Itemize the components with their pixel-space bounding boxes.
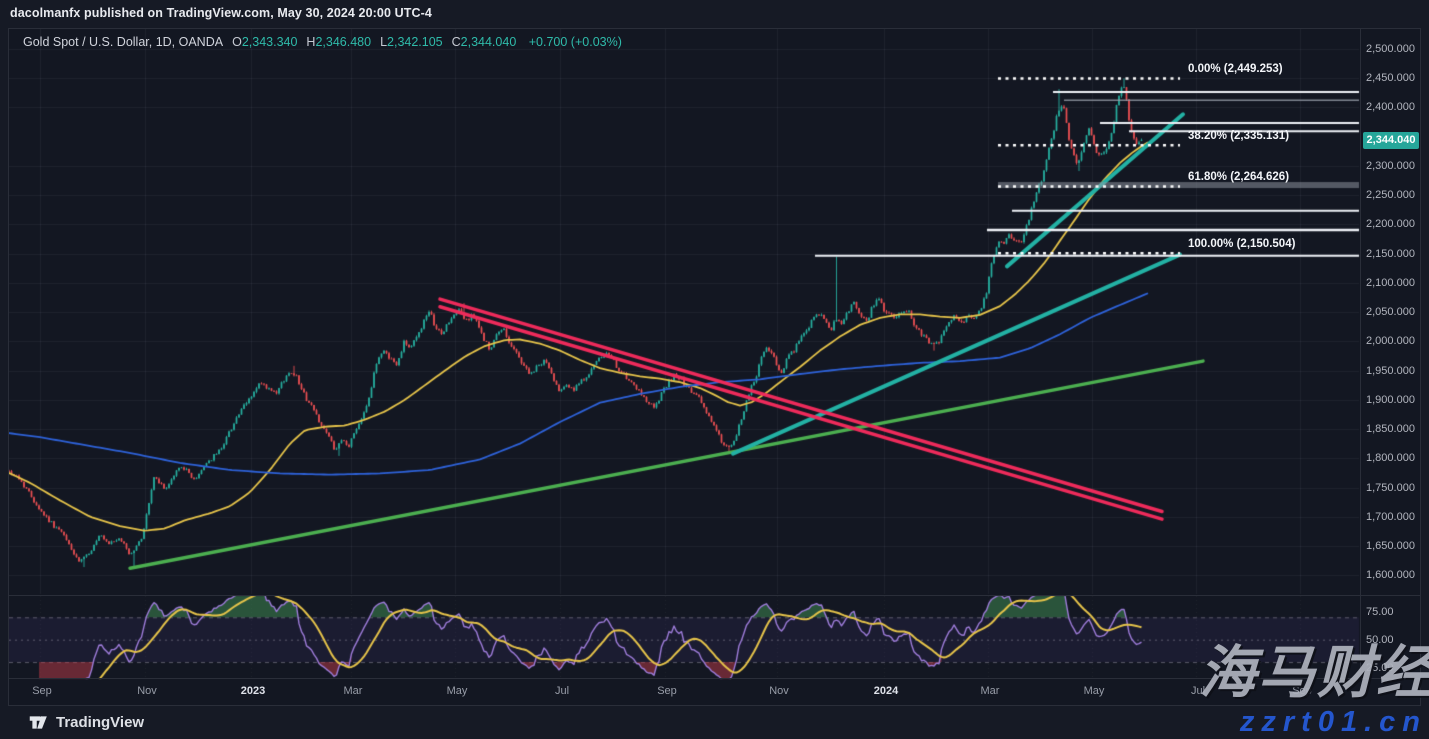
price-tick-label: 2,150.000 bbox=[1366, 247, 1415, 260]
time-tick-month: Sep bbox=[657, 685, 677, 697]
pane-separator[interactable] bbox=[9, 594, 1420, 596]
price-axis[interactable]: 2,344.040 2,500.000 2,450.000 2,400.000 2,3… bbox=[1360, 29, 1421, 679]
fib-level-label: 38.20% (2,335.131) bbox=[1188, 130, 1290, 143]
ohlc-close: C2,344.040 bbox=[451, 35, 517, 49]
time-tick-month: Sep bbox=[32, 685, 52, 697]
time-tick-month: Mar bbox=[980, 685, 1000, 697]
price-change: +0.700 (+0.03%) bbox=[528, 35, 622, 49]
rsi-tick-label: 25.00 bbox=[1366, 661, 1394, 674]
price-tick-label: 2,050.000 bbox=[1366, 306, 1415, 318]
fib-level-label: 61.80% (2,264.626) bbox=[1188, 171, 1290, 184]
time-tick-month: Mar bbox=[343, 685, 363, 697]
tradingview-icon bbox=[29, 716, 47, 729]
price-tick-label: 1,600.000 bbox=[1366, 569, 1415, 582]
ohlc-high: H2,346.480 bbox=[306, 35, 372, 49]
time-tick-month: Nov bbox=[769, 685, 789, 697]
chart-widget: Gold Spot / U.S. Dollar, 1D, OANDA O2,343… bbox=[8, 28, 1421, 706]
watermark-url: zzrt01.cn bbox=[1239, 706, 1427, 738]
symbol-title: Gold Spot / U.S. Dollar, 1D, OANDA bbox=[23, 35, 224, 49]
time-axis[interactable]: Sep Nov 2023 Mar May Jul Sep Nov 2024 Mar May Jul Se… bbox=[9, 678, 1420, 705]
price-tick-label: 1,850.000 bbox=[1366, 423, 1415, 435]
price-tick-label: 2,500.000 bbox=[1366, 42, 1415, 55]
price-tick-label: 1,750.000 bbox=[1366, 481, 1415, 494]
tradingview-logo[interactable]: TradingView bbox=[28, 712, 144, 733]
tradingview-logo-text: TradingView bbox=[56, 714, 145, 731]
price-tick-label: 2,200.000 bbox=[1366, 218, 1415, 231]
time-tick-month: May bbox=[446, 685, 468, 697]
price-tick-label: 2,300.000 bbox=[1366, 159, 1415, 172]
time-tick-month: Jul bbox=[554, 685, 570, 697]
price-tick-label: 2,100.000 bbox=[1366, 276, 1415, 289]
last-price-badge: 2,344.040 bbox=[1363, 131, 1419, 149]
time-tick-year: 2023 bbox=[240, 685, 266, 697]
fib-level-label: 100.00% (2,150.504) bbox=[1188, 238, 1296, 251]
time-tick-month: Jul bbox=[1190, 685, 1206, 697]
attribution-text: dacolmanfx published on TradingView.com,… bbox=[10, 6, 432, 20]
ohlc-low: L2,342.105 bbox=[380, 35, 443, 49]
price-chart-canvas[interactable] bbox=[9, 29, 1420, 705]
price-tick-label: 1,700.000 bbox=[1366, 510, 1415, 523]
price-tick-label: 2,250.000 bbox=[1366, 189, 1415, 201]
rsi-tick-label: 75.00 bbox=[1366, 605, 1394, 618]
time-tick-year: 2024 bbox=[873, 685, 899, 697]
price-tick-label: 2,450.000 bbox=[1366, 72, 1415, 84]
symbol-legend[interactable]: Gold Spot / U.S. Dollar, 1D, OANDA O2,343… bbox=[23, 35, 622, 49]
price-tick-label: 1,900.000 bbox=[1366, 393, 1415, 406]
watermark-title: 海马财经 bbox=[1199, 641, 1429, 705]
price-tick-label: 2,000.000 bbox=[1366, 335, 1415, 348]
fib-level-label: 0.00% (2,449.253) bbox=[1188, 63, 1283, 76]
time-tick-month: Nov bbox=[137, 685, 157, 697]
price-tick-label: 1,800.000 bbox=[1366, 452, 1415, 465]
price-tick-label: 1,650.000 bbox=[1366, 540, 1415, 552]
time-tick-month: Sep bbox=[1292, 685, 1312, 697]
ohlc-open: O2,343.340 bbox=[232, 35, 298, 49]
rsi-tick-label: 50.00 bbox=[1366, 633, 1394, 646]
price-tick-label: 1,950.000 bbox=[1366, 364, 1415, 377]
price-tick-label: 2,400.000 bbox=[1366, 101, 1415, 114]
time-tick-month: May bbox=[1083, 685, 1105, 697]
